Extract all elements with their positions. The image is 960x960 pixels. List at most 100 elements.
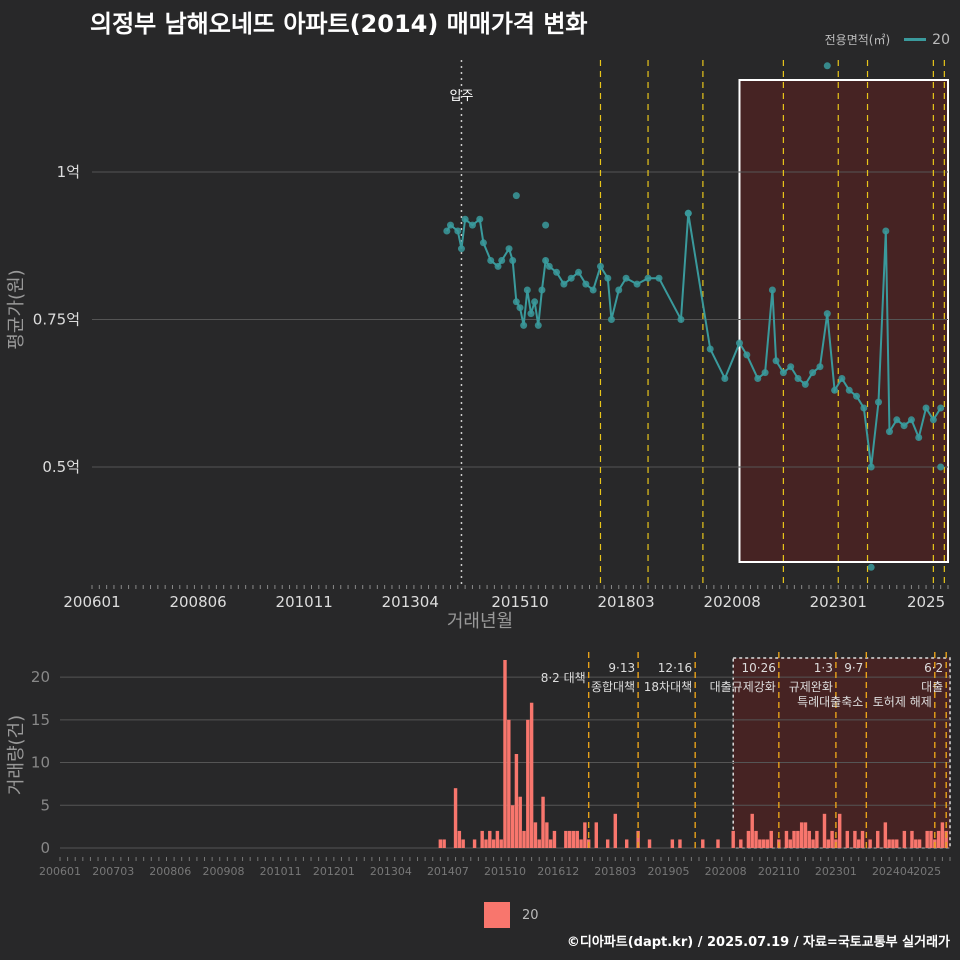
volume-bar [826,839,831,848]
volume-bar [925,830,929,848]
x-tick-label: 2025 [907,593,945,611]
volume-bar [796,830,800,848]
price-point [446,221,454,229]
x-tick-label: 2025 [913,865,941,878]
volume-chart: 0 5 10 15 20 200601 200703 200806 200908 201011 20… [6,652,951,878]
x-tick-label: 201612 [537,865,579,878]
price-point [589,286,597,294]
price-point [816,363,824,371]
volume-bar [788,839,792,848]
volume-bar [545,822,549,848]
x-tick-label: 202404 [872,865,914,878]
volume-bar [491,839,496,848]
price-point [874,398,882,406]
price-point [900,422,908,430]
price-point [545,262,553,270]
volume-bar [731,830,735,848]
price-point [772,357,780,365]
price-point [735,339,743,347]
price-point [809,369,817,377]
price-point [838,375,846,382]
x-tick-label: 202008 [705,865,747,878]
price-point [743,351,751,359]
x-tick-label: 201304 [382,593,439,611]
price-point [893,416,901,424]
volume-bar [807,830,811,848]
volume-bar [461,839,465,848]
volume-bar [758,839,762,848]
volume-bar [678,839,682,848]
policy-label: 10·26 [741,661,775,675]
price-point [582,280,590,288]
y-axis-label: 평균가(원) [6,269,27,349]
policy-label: 종합대책 [591,679,635,694]
x-tick-label: 201201 [313,865,355,878]
volume-bar [514,754,519,848]
policy-label: 1·3 [814,661,833,675]
legend-series-label: 20 [932,31,950,48]
x-tick-label: 202301 [815,865,857,878]
x-tick-label: 201407 [427,865,469,878]
price-point [754,375,762,382]
volume-bar [442,839,446,848]
volume-bar [914,839,918,848]
price-point [494,262,502,270]
volume-bar [548,839,553,848]
price-point [633,280,641,288]
price-chart: 0.5억 0.75억 1억 200601 200806 201011 201304 20151… [6,60,949,632]
y-tick-label: 1억 [57,163,80,181]
policy-label: 18차대책 [644,679,692,694]
y-tick-label: 5 [40,796,50,814]
price-point [560,280,568,288]
price-point [443,227,451,235]
x-tick-label: 200806 [149,865,191,878]
volume-bar [739,839,743,848]
y-tick-label: 0.5억 [42,458,80,476]
price-point [823,310,831,318]
price-point [454,227,462,235]
price-point [677,316,685,323]
policy-label: 대출 [921,680,943,694]
price-point [516,304,524,312]
volume-bar [769,830,773,848]
price-outlier-point [684,209,692,217]
volume-bar [860,830,865,848]
volume-bar [579,839,583,848]
price-point [476,215,484,223]
y-tick-label: 10 [31,754,50,772]
volume-bar [552,830,557,848]
volume-bar [480,830,484,848]
x-tick-label: 200806 [169,593,226,611]
volume-bar [895,839,899,848]
price-outlier-point [823,62,831,70]
volume-bar [526,719,530,848]
x-tick-label: 201304 [370,865,412,878]
highlight-region [732,657,951,849]
volume-bar [830,830,834,848]
volume-bar [803,822,808,848]
volume-bar [845,830,850,848]
x-axis-label: 거래년월 [447,611,513,632]
price-outlier-point [937,463,945,471]
price-point [937,404,945,412]
volume-bar [761,839,766,848]
x-tick-label: 200601 [63,593,120,611]
price-point [567,274,575,282]
price-point [604,274,612,282]
volume-bar [857,839,861,848]
volume-bar [567,830,572,848]
price-point [761,369,769,377]
volume-bar [453,788,458,848]
price-point [575,268,583,276]
volume-bar [605,839,610,848]
legend-title: 전용면적(㎡) [824,33,891,47]
volume-bar [571,830,576,848]
volume-bar [822,813,827,848]
volume-bar [518,796,522,848]
volume-bar [510,805,515,848]
price-point [779,369,787,377]
volume-bar [583,822,587,848]
volume-bar [902,830,907,848]
price-point [479,239,487,247]
price-point [520,321,528,329]
